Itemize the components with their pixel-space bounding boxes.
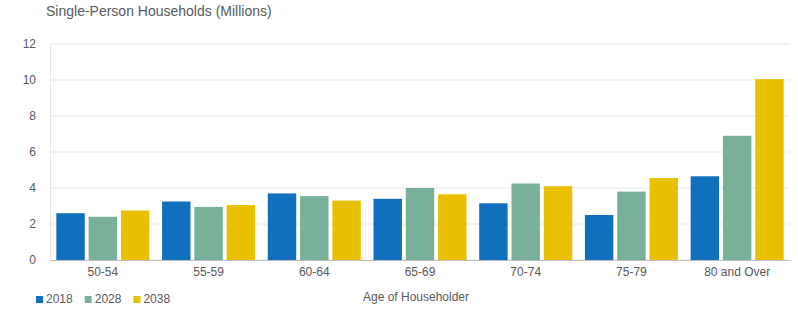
grid-line bbox=[50, 152, 790, 153]
bar bbox=[438, 194, 466, 260]
bar bbox=[194, 207, 222, 260]
x-tick: 80 and Over bbox=[704, 265, 770, 279]
legend-swatch bbox=[36, 296, 43, 303]
series bbox=[56, 176, 719, 260]
chart: 0 2 4 6 8 10 12 50-54 55-59 60-64 65-69 70-74 75-79 8… bbox=[0, 0, 798, 328]
legend-swatch bbox=[85, 296, 92, 303]
y-tick: 6 bbox=[29, 145, 50, 159]
y-axis: 0 2 4 6 8 10 12 bbox=[23, 37, 51, 267]
bar bbox=[617, 192, 645, 260]
bar bbox=[479, 203, 507, 260]
grid-line bbox=[50, 116, 790, 117]
legend-item: 2018 bbox=[36, 292, 73, 306]
y-tick-label: 10 bbox=[23, 73, 37, 87]
series bbox=[89, 136, 752, 260]
bar bbox=[162, 202, 190, 261]
legend-item: 2038 bbox=[133, 292, 170, 306]
x-tick: 60-64 bbox=[299, 265, 330, 279]
x-tick-label: 65-69 bbox=[405, 265, 436, 279]
y-tick-label: 2 bbox=[29, 217, 36, 231]
bar bbox=[332, 201, 360, 260]
grid-line bbox=[50, 80, 790, 81]
title: Single-Person Households (Millions) bbox=[46, 3, 272, 19]
y-tick: 0 bbox=[29, 253, 50, 267]
bar bbox=[373, 199, 401, 260]
x-tick-label: 75-79 bbox=[616, 265, 647, 279]
x-tick-label: 50-54 bbox=[88, 265, 119, 279]
y-axis-line bbox=[50, 45, 51, 261]
legend-label: 2028 bbox=[95, 292, 122, 306]
y-tick-label: 12 bbox=[23, 37, 37, 51]
bar bbox=[755, 79, 783, 260]
bars bbox=[56, 79, 783, 260]
grid-line bbox=[50, 44, 790, 45]
bar bbox=[512, 184, 540, 261]
y-tick: 10 bbox=[23, 73, 50, 87]
bar bbox=[650, 178, 678, 260]
legend-item: 2028 bbox=[85, 292, 122, 306]
y-tick: 2 bbox=[29, 217, 50, 231]
bar bbox=[227, 205, 255, 260]
x-axis: 50-54 55-59 60-64 65-69 70-74 75-79 80 and Ove… bbox=[51, 261, 791, 279]
x-tick-label: 60-64 bbox=[299, 265, 330, 279]
x-tick: 50-54 bbox=[88, 265, 119, 279]
bar bbox=[300, 196, 328, 260]
bar bbox=[56, 213, 84, 260]
x-tick: 65-69 bbox=[405, 265, 436, 279]
x-axis-line bbox=[51, 260, 791, 261]
y-tick: 4 bbox=[29, 181, 50, 195]
bar bbox=[723, 136, 751, 260]
x-tick-label: 80 and Over bbox=[704, 265, 770, 279]
y-tick-label: 0 bbox=[29, 253, 36, 267]
x-tick: 75-79 bbox=[616, 265, 647, 279]
bar bbox=[406, 188, 434, 260]
legend-swatch bbox=[133, 296, 140, 303]
plot: 0 2 4 6 8 10 12 50-54 55-59 60-64 65-69 70-74 75-79 8… bbox=[23, 37, 791, 278]
y-tick: 12 bbox=[23, 37, 50, 51]
bar bbox=[268, 193, 296, 260]
bar bbox=[691, 176, 719, 260]
x-tick-label: 55-59 bbox=[193, 265, 224, 279]
legend: 2018 2028 2038 bbox=[36, 292, 170, 306]
legend-label: 2018 bbox=[46, 292, 73, 306]
bar bbox=[89, 217, 117, 260]
y-tick: 8 bbox=[29, 109, 50, 123]
y-tick-label: 4 bbox=[29, 181, 36, 195]
y-tick-label: 8 bbox=[29, 109, 36, 123]
series bbox=[121, 79, 784, 260]
bar bbox=[544, 186, 572, 260]
x-axis-label: Age of Householder bbox=[363, 290, 469, 304]
y-tick-label: 6 bbox=[29, 145, 36, 159]
bar bbox=[585, 215, 613, 260]
bar bbox=[121, 211, 149, 261]
legend-label: 2038 bbox=[143, 292, 170, 306]
x-tick-label: 70-74 bbox=[510, 265, 541, 279]
x-tick: 55-59 bbox=[193, 265, 224, 279]
x-tick: 70-74 bbox=[510, 265, 541, 279]
grid bbox=[50, 44, 790, 260]
